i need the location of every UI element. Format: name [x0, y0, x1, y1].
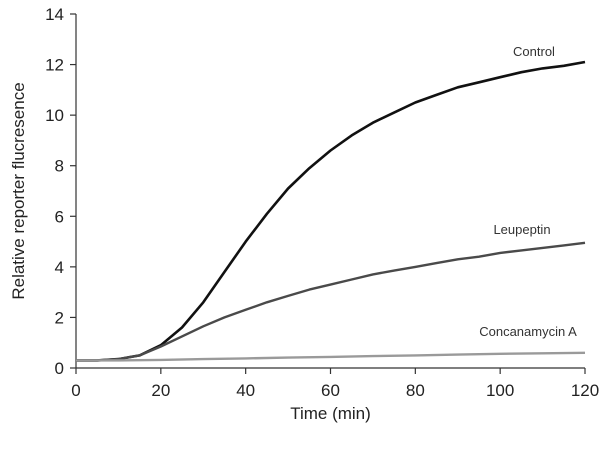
x-tick-label: 60 [321, 381, 340, 400]
y-tick-label: 6 [55, 207, 64, 226]
series-line-leupeptin [76, 241, 586, 362]
series-labels: Control Leupeptin Concanamycin A [479, 44, 577, 339]
y-tick-label: 2 [55, 308, 64, 327]
chart-axes [75, 14, 585, 369]
series-label-concanamycin-a: Concanamycin A [479, 324, 577, 339]
y-tick-label: 14 [45, 5, 64, 24]
x-tick-label: 40 [236, 381, 255, 400]
series-label-leupeptin: Leupeptin [493, 222, 550, 237]
y-tick-label: 10 [45, 106, 64, 125]
y-tick-label: 8 [55, 157, 64, 176]
series-line-concanamycin-a [76, 351, 586, 362]
x-tick-label: 100 [486, 381, 514, 400]
y-tick-label: 0 [55, 359, 64, 378]
y-axis-title: Relative reporter flucresence [9, 82, 28, 299]
x-axis-ticks: 0 20 40 60 80 100 120 [71, 368, 599, 400]
x-axis-title: Time (min) [290, 404, 371, 423]
x-tick-label: 20 [151, 381, 170, 400]
x-tick-label: 120 [571, 381, 599, 400]
y-tick-label: 12 [45, 56, 64, 75]
series-line-control [76, 60, 586, 362]
x-tick-label: 80 [406, 381, 425, 400]
y-tick-label: 4 [55, 258, 64, 277]
y-axis-ticks: 0 2 4 6 8 10 12 14 [45, 5, 76, 378]
series-layer [76, 60, 586, 362]
series-label-control: Control [513, 44, 555, 59]
x-tick-label: 0 [71, 381, 80, 400]
